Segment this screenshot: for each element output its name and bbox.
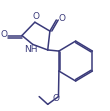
Text: O: O xyxy=(58,14,65,23)
Text: O: O xyxy=(32,12,39,21)
Text: O: O xyxy=(0,30,7,39)
Text: NH: NH xyxy=(24,45,37,55)
Text: O: O xyxy=(53,94,60,103)
